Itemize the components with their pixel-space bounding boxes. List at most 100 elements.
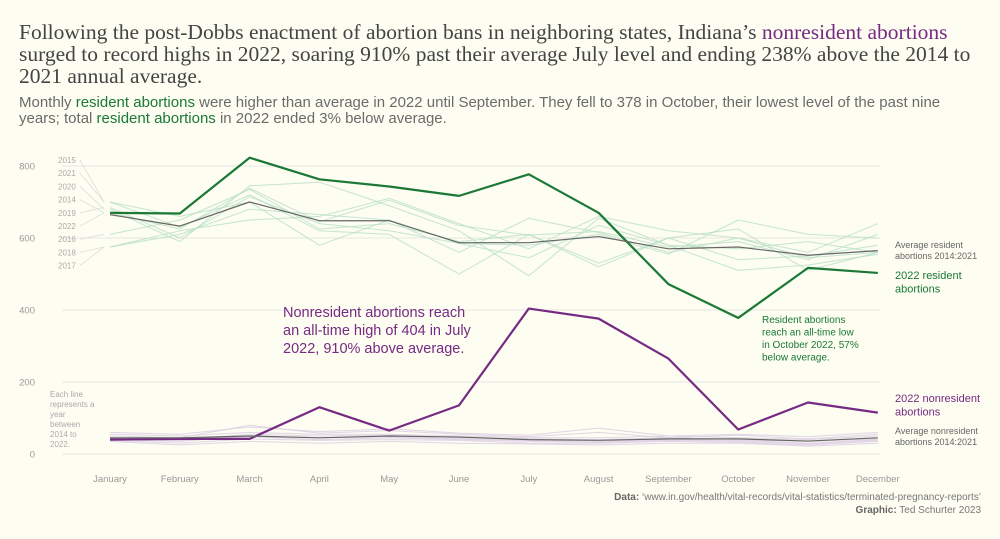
series-line-2018 (109, 197, 878, 253)
x-tick-label: September (645, 474, 691, 485)
series-line-average-resident-abortions-2014-2021 (109, 201, 878, 256)
y-tick-label: 800 (19, 162, 35, 173)
annotation-resident-low-line: Resident abortions (762, 315, 845, 326)
annotation-each-line-note-line: year (50, 410, 66, 419)
annotation-each-line-note-line: Each line (50, 390, 83, 399)
label-2022-nonresident-line: 2022 nonresident (895, 393, 980, 405)
label-2022-nonresident-line: abortions (895, 407, 941, 419)
year-label-leader (79, 246, 105, 253)
graphic-credit: Graphic: Ted Schurter 2023 (855, 504, 981, 516)
annotation-nonresident-peak-line: an all-time high of 404 in July (283, 323, 472, 339)
label-average-nonresident-line: abortions 2014:2021 (895, 437, 977, 447)
series-line-nonresident-2021 (109, 440, 878, 447)
label-2022-nonresident: 2022 nonresident abortions (895, 393, 980, 419)
annotation-each-line-note-line: between (50, 420, 80, 429)
y-tick-label: 400 (19, 306, 35, 317)
year-label: 2022 (58, 222, 76, 231)
x-tick-label: June (449, 474, 470, 485)
text-segment: were higher than average in 2022 until S… (19, 94, 941, 127)
annotation-nonresident-peak: Nonresident abortions reach an all-time h… (283, 305, 472, 357)
text-segment: Monthly (19, 94, 76, 111)
label-average-resident: Average resident abortions 2014:2021 (895, 240, 977, 261)
x-tick-label: July (520, 474, 537, 485)
data-source-url: ‘www.in.gov/health/vital-records/vital-s… (641, 492, 981, 503)
year-label-leader (79, 186, 105, 210)
series-labels: Average resident abortions 2014:20212022 … (895, 240, 980, 447)
x-tick-label: February (161, 474, 199, 485)
year-label: 2020 (58, 182, 76, 191)
x-tick-label: March (236, 474, 262, 485)
x-tick-label: May (380, 474, 398, 485)
year-label-leader (79, 172, 105, 203)
label-average-nonresident-line: Average nonresident (895, 426, 978, 436)
year-label-leader (79, 234, 105, 240)
year-labels: 2015 2021 2020 2014 2019 2022 2016 2018 2017 (58, 156, 105, 271)
label-average-resident-line: abortions 2014:2021 (895, 251, 977, 261)
series-line-nonresident-2019 (109, 436, 878, 445)
y-axis-ticks: 0 200 400 600 800 (19, 162, 35, 461)
label-2022-resident-line: 2022 resident (895, 270, 962, 282)
series-line-2016 (109, 188, 878, 268)
series-line-2017 (109, 208, 878, 259)
series-line-nonresident-2016 (109, 424, 878, 440)
year-label: 2015 (58, 156, 76, 165)
highlight-lines (109, 156, 878, 442)
annotation-resident-low: Resident abortions reach an all-time low i… (762, 315, 859, 364)
year-label-leader (79, 207, 105, 214)
x-axis-ticks: January February March April May June July Augu… (93, 474, 900, 485)
year-label-leader (79, 212, 105, 227)
series-line-nonresident-2015 (109, 426, 878, 438)
annotation-resident-low-line: in October 2022, 57% (762, 340, 859, 351)
label-2022-resident: 2022 resident abortions (895, 270, 962, 296)
year-label-leader (79, 199, 105, 214)
x-tick-label: January (93, 474, 127, 485)
year-label: 2019 (58, 209, 76, 218)
text-segment: Following the post-Dobbs enactment of ab… (19, 20, 762, 44)
year-label: 2017 (58, 262, 76, 271)
data-source: Data: ‘www.in.gov/health/vital-records/v… (614, 492, 981, 503)
label-average-nonresident: Average nonresident abortions 2014:2021 (895, 426, 978, 447)
credits: Data: ‘www.in.gov/health/vital-records/v… (614, 492, 981, 517)
year-label: 2014 (58, 196, 76, 205)
series-line-2020 (109, 181, 878, 277)
series-line-2022-resident-abortions (109, 156, 878, 320)
year-label: 2016 (58, 235, 76, 244)
x-tick-label: August (584, 474, 614, 485)
chart-subtitle: Monthly resident abortions were higher t… (19, 95, 979, 127)
text-segment: in 2022 ended 3% below average. (215, 110, 447, 127)
series-line-2019 (109, 196, 878, 255)
annotation-each-line-note-line: represents a (50, 400, 95, 409)
text-segment: nonresident abortions (761, 20, 948, 44)
annotation-nonresident-peak-line: 2022, 910% above average. (283, 341, 464, 357)
year-label: 2018 (58, 248, 76, 257)
text-segment: resident abortions (75, 94, 195, 111)
annotation-each-line-note: Each line represents a year between 2014 to 2… (50, 390, 95, 449)
series-line-2015 (109, 201, 878, 259)
graphic-author: Ted Schurter 2023 (899, 504, 981, 516)
x-tick-label: November (786, 474, 830, 485)
series-line-2021 (109, 194, 878, 275)
series-line-average-nonresident-abortions-2014-2021 (110, 435, 878, 442)
annotation-resident-low-line: reach an all-time low (762, 328, 854, 339)
x-tick-label: October (721, 474, 755, 485)
label-2022-resident-line: abortions (895, 284, 941, 296)
annotation-nonresident-peak-line: Nonresident abortions reach (283, 305, 465, 321)
text-segment: surged to record highs in 2022, soaring … (19, 42, 971, 88)
series-line-2022-nonresident-abortions (109, 307, 878, 441)
year-label-leader (79, 246, 105, 266)
chart-title: Following the post-Dobbs enactment of ab… (19, 21, 989, 87)
year-label: 2021 (58, 169, 76, 178)
annotation-each-line-note-line: 2022. (50, 440, 70, 449)
label-average-resident-line: Average resident (895, 240, 963, 250)
y-tick-label: 200 (19, 378, 35, 389)
text-segment: resident abortions (96, 110, 216, 127)
x-tick-label: April (310, 474, 329, 485)
annotations: Nonresident abortions reach an all-time h… (50, 305, 859, 449)
x-tick-label: December (856, 474, 900, 485)
y-tick-label: 0 (30, 450, 35, 461)
y-tick-label: 600 (19, 234, 35, 245)
annotation-resident-low-line: below average. (762, 353, 830, 364)
series-line-nonresident-2014 (109, 431, 878, 441)
year-label-leader (79, 159, 105, 203)
